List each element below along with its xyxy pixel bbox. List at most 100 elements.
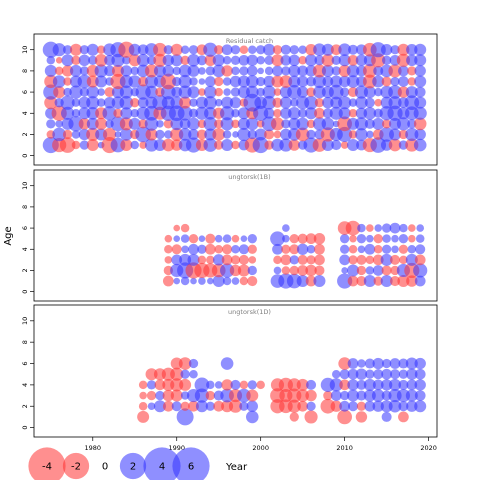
residual-bubble bbox=[389, 378, 402, 391]
legend: -4 -2 0 2 4 6 bbox=[28, 447, 210, 484]
residual-bubble bbox=[79, 66, 90, 76]
y-tick-label: 8 bbox=[21, 69, 29, 73]
residual-bubble bbox=[306, 245, 316, 254]
residual-bubble bbox=[231, 66, 240, 76]
residual-bubble bbox=[345, 220, 361, 236]
residual-bubble bbox=[272, 65, 283, 77]
residual-bubble bbox=[304, 95, 318, 110]
residual-bubble bbox=[79, 140, 90, 150]
residual-bubble bbox=[272, 45, 283, 55]
residual-bubble bbox=[95, 117, 108, 130]
y-axis-label: Age bbox=[3, 226, 14, 245]
residual-bubble bbox=[290, 98, 299, 107]
residual-bubble bbox=[179, 253, 192, 266]
residual-bubble bbox=[363, 275, 376, 288]
residual-bubble bbox=[305, 389, 317, 402]
residual-bubble bbox=[381, 119, 392, 129]
residual-bubble bbox=[120, 139, 133, 152]
residual-bubble bbox=[197, 244, 207, 254]
residual-bubble bbox=[270, 231, 285, 247]
residual-bubble bbox=[162, 65, 175, 77]
residual-bubble bbox=[337, 126, 353, 143]
residual-bubble bbox=[86, 117, 99, 130]
residual-bubble bbox=[220, 117, 234, 131]
residual-bubble bbox=[296, 243, 309, 255]
residual-bubble bbox=[355, 128, 368, 141]
residual-bubble bbox=[314, 107, 325, 119]
residual-bubble bbox=[405, 357, 418, 370]
residual-bubble bbox=[371, 389, 385, 402]
residual-bubble bbox=[162, 389, 175, 402]
residual-bubble bbox=[68, 116, 84, 132]
residual-bubble bbox=[398, 234, 409, 244]
residual-bubble bbox=[323, 390, 333, 401]
x-tick-label: 2010 bbox=[336, 444, 353, 452]
y-tick-label: 8 bbox=[21, 340, 29, 344]
residual-bubble bbox=[339, 369, 350, 380]
residual-bubble bbox=[305, 233, 317, 245]
residual-bubble bbox=[230, 87, 241, 97]
residual-bubble bbox=[231, 140, 240, 150]
residual-bubble bbox=[390, 254, 401, 265]
residual-bubble bbox=[155, 129, 165, 140]
residual-bubble bbox=[194, 388, 210, 403]
residual-bubble bbox=[414, 379, 426, 391]
residual-bubble bbox=[405, 127, 419, 142]
residual-bubble bbox=[279, 96, 292, 109]
residual-bubble bbox=[181, 245, 189, 254]
residual-bubble bbox=[237, 127, 251, 142]
residual-bubble bbox=[339, 400, 351, 412]
y-tick-label: 0 bbox=[21, 426, 29, 430]
panel-3: ungtorsk(1D) 0 2 4 6 8 10 bbox=[21, 304, 438, 438]
residual-bubble bbox=[180, 45, 190, 54]
residual-bubble bbox=[144, 138, 159, 152]
residual-bubble bbox=[130, 66, 139, 76]
residual-bubble bbox=[206, 380, 215, 390]
residual-bubble bbox=[363, 106, 377, 120]
residual-bubble bbox=[222, 56, 232, 65]
residual-bubble bbox=[370, 42, 386, 58]
residual-bubble bbox=[86, 43, 99, 56]
residual-bubble bbox=[180, 276, 190, 286]
residual-bubble bbox=[188, 45, 199, 55]
legend-bubble bbox=[62, 452, 90, 480]
residual-bubble bbox=[203, 117, 218, 131]
residual-bubble bbox=[246, 65, 258, 77]
residual-bubble bbox=[71, 109, 81, 118]
residual-bubble bbox=[356, 265, 367, 276]
residual-bubble bbox=[408, 224, 416, 232]
legend-bubble bbox=[119, 452, 147, 480]
residual-bubble bbox=[54, 66, 64, 76]
residual-bubble bbox=[288, 64, 301, 77]
residual-bubble bbox=[371, 53, 386, 68]
residual-bubble bbox=[221, 379, 233, 391]
residual-bubble bbox=[372, 400, 384, 412]
residual-bubble bbox=[273, 266, 282, 275]
y-tick-label: 10 bbox=[21, 317, 29, 325]
residual-bubble bbox=[298, 56, 307, 65]
y-tick-label: 2 bbox=[21, 404, 29, 408]
residual-bubble bbox=[272, 243, 283, 255]
residual-bubble bbox=[204, 54, 217, 66]
residual-bubble bbox=[221, 139, 234, 152]
residual-bubble bbox=[188, 400, 199, 412]
residual-bubble bbox=[381, 411, 392, 422]
residual-bubble bbox=[203, 96, 217, 110]
residual-bubble bbox=[297, 400, 309, 412]
residual-bubble bbox=[213, 254, 225, 266]
residual-bubble bbox=[213, 400, 225, 412]
residual-bubble bbox=[364, 97, 375, 108]
residual-bubble bbox=[146, 390, 157, 401]
residual-bubble bbox=[398, 379, 409, 390]
y-tick-label: 2 bbox=[21, 268, 29, 272]
residual-bubble bbox=[296, 117, 309, 131]
residual-bubble bbox=[280, 44, 291, 55]
residual-bubble bbox=[391, 245, 399, 254]
residual-bubble bbox=[160, 73, 177, 90]
residual-bubble bbox=[413, 263, 428, 278]
residual-bubble bbox=[171, 401, 182, 412]
residual-bubble bbox=[214, 45, 224, 55]
residual-bubble bbox=[416, 224, 425, 232]
residual-bubble bbox=[389, 222, 401, 234]
residual-bubble bbox=[228, 399, 243, 413]
